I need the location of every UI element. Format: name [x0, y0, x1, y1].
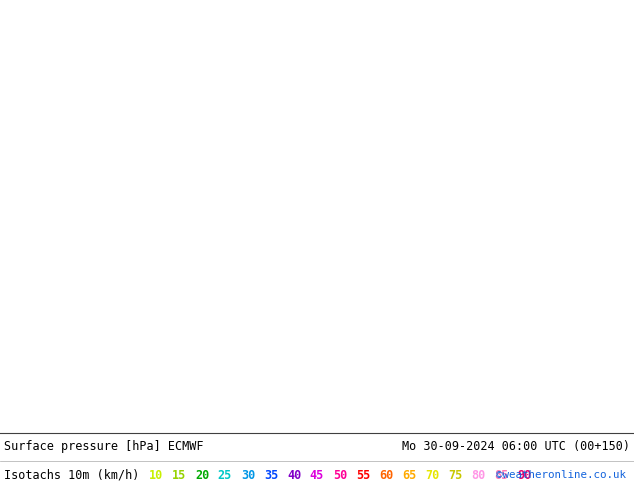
Text: 50: 50 — [333, 468, 347, 482]
Text: 75: 75 — [448, 468, 462, 482]
Text: Surface pressure [hPa] ECMWF: Surface pressure [hPa] ECMWF — [4, 440, 204, 452]
Text: 60: 60 — [379, 468, 393, 482]
Text: 80: 80 — [471, 468, 485, 482]
Text: 85: 85 — [494, 468, 508, 482]
Text: Mo 30-09-2024 06:00 UTC (00+150): Mo 30-09-2024 06:00 UTC (00+150) — [402, 440, 630, 452]
Text: 10: 10 — [149, 468, 163, 482]
Text: 70: 70 — [425, 468, 439, 482]
Text: 90: 90 — [517, 468, 531, 482]
Text: 35: 35 — [264, 468, 278, 482]
Text: 30: 30 — [241, 468, 255, 482]
Text: ©weatheronline.co.uk: ©weatheronline.co.uk — [496, 470, 626, 480]
Text: 20: 20 — [195, 468, 209, 482]
Text: 45: 45 — [310, 468, 324, 482]
Text: 15: 15 — [172, 468, 186, 482]
Text: 25: 25 — [218, 468, 232, 482]
Text: Isotachs 10m (km/h): Isotachs 10m (km/h) — [4, 468, 139, 482]
Text: 65: 65 — [402, 468, 416, 482]
Text: 40: 40 — [287, 468, 301, 482]
Text: 55: 55 — [356, 468, 370, 482]
